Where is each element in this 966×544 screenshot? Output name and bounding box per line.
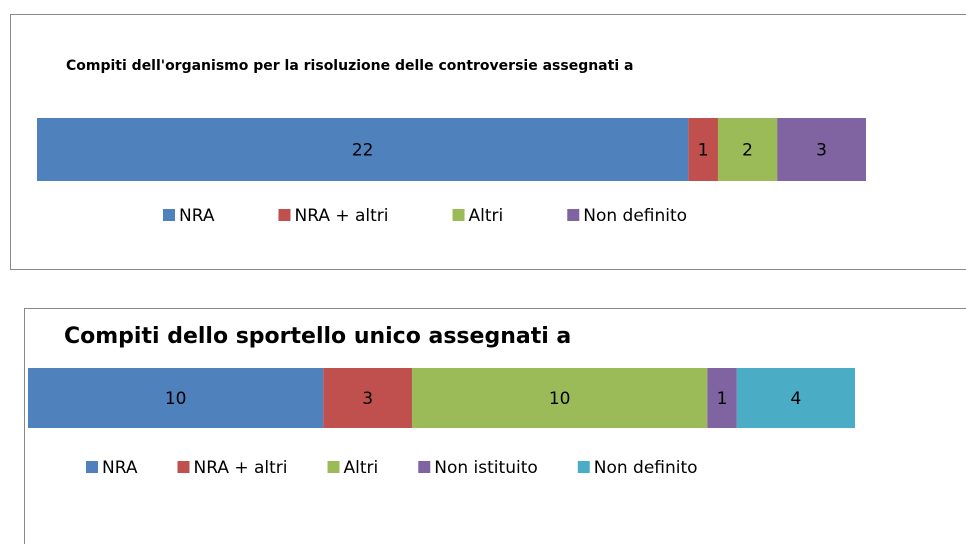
- data-label: 1: [717, 389, 728, 409]
- legend-swatch: [278, 209, 291, 221]
- chart-title: Compiti dello sportello unico assegnati …: [64, 324, 571, 349]
- bar-segment: [707, 368, 737, 428]
- legend-swatch: [177, 461, 190, 473]
- legend-label: Altri: [344, 458, 379, 478]
- bar-segment: [37, 118, 689, 181]
- bar-segment: [777, 118, 866, 181]
- data-label: 10: [165, 389, 187, 409]
- legend-swatch: [567, 209, 580, 221]
- legend-label: NRA + altri: [294, 206, 388, 226]
- legend-label: NRA + altri: [193, 458, 287, 478]
- bar-segment: [688, 118, 718, 181]
- chart-title: Compiti dell'organismo per la risoluzion…: [66, 58, 633, 74]
- bar-segment: [28, 368, 324, 428]
- legend-label: Non definito: [594, 458, 698, 478]
- data-label: 2: [742, 141, 753, 161]
- bar-segment: [736, 368, 855, 428]
- legend-swatch: [577, 461, 590, 473]
- data-label: 22: [352, 141, 374, 161]
- bar-segment: [717, 118, 778, 181]
- legend-label: Non istituito: [434, 458, 538, 478]
- data-label: 10: [549, 389, 571, 409]
- legend-swatch: [418, 461, 431, 473]
- data-label: 3: [816, 141, 827, 161]
- bar-segment: [323, 368, 412, 428]
- legend-label: NRA: [102, 458, 138, 478]
- data-label: 1: [698, 141, 709, 161]
- legend-swatch: [163, 209, 175, 221]
- legend-label: Altri: [469, 206, 504, 226]
- legend-swatch: [86, 461, 98, 473]
- data-label: 3: [362, 389, 373, 409]
- data-label: 4: [791, 389, 802, 409]
- legend-label: Non definito: [583, 206, 687, 226]
- legend-label: NRA: [179, 206, 215, 226]
- legend-swatch: [452, 209, 465, 221]
- legend-swatch: [327, 461, 340, 473]
- bar-segment: [411, 368, 708, 428]
